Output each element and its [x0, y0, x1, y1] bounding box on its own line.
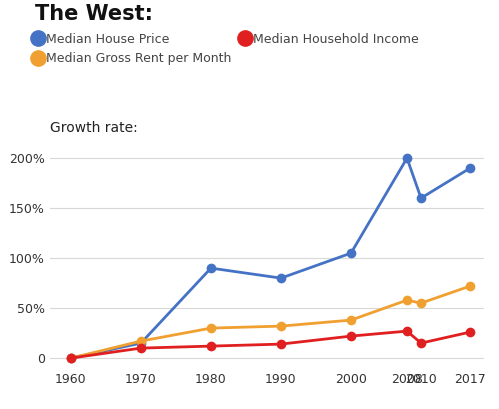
Legend: Median House Price, Median Gross Rent per Month, Median Household Income: Median House Price, Median Gross Rent pe…	[35, 33, 419, 65]
Text: The West:: The West:	[35, 4, 153, 24]
Text: Growth rate:: Growth rate:	[50, 121, 138, 135]
